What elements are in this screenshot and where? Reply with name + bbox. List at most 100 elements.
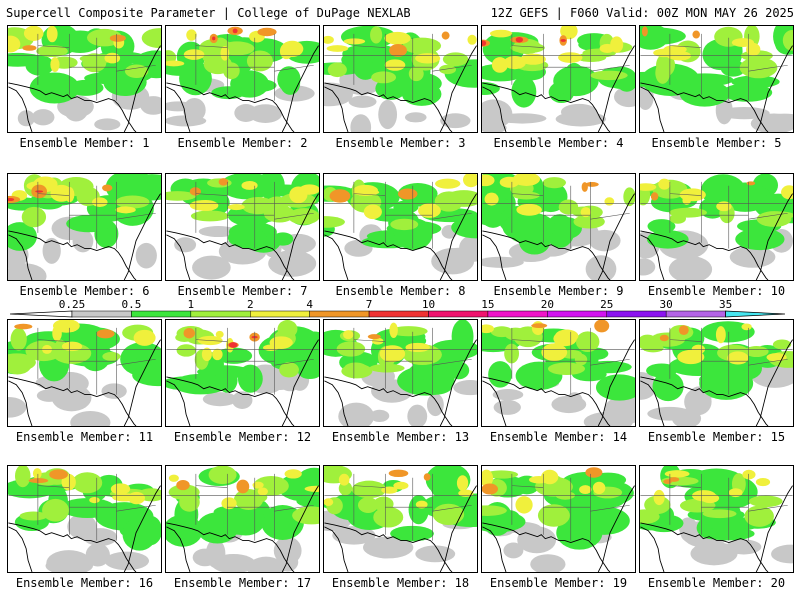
scp-contour-high [766,352,787,362]
scp-contour-low [415,545,456,563]
scp-contour-high [658,178,671,190]
scp-contour [279,362,299,378]
scp-contour-high [252,481,264,489]
ensemble-member-label: Ensemble Member: 8 [335,284,466,298]
state-borders [324,33,477,101]
scp-contour-low [140,96,161,115]
scp-contour [370,26,383,44]
scp-contour-high [716,201,732,212]
ensemble-map [323,465,478,573]
ensemble-map [165,25,320,133]
ensemble-map [7,465,162,573]
scp-contour-high [604,197,615,206]
coastline [8,339,161,426]
scp-contour-low [166,101,194,112]
scp-contour-high [741,323,752,331]
scp-contour-high [653,489,665,506]
scp-contour [115,195,150,209]
scp-contour-high [110,483,131,495]
scp-contour [277,66,301,93]
state-borders [324,327,477,395]
ensemble-map [639,173,794,281]
scp-contour [351,480,387,499]
scp-contour-low [324,512,335,528]
scp-contour-low [338,402,375,426]
scp-contour-high [435,178,461,189]
scp-contour-low [42,237,61,264]
scp-contour-high [458,489,474,497]
scp-contour [287,208,319,225]
scp-contour [669,213,686,224]
scp-contour-high [324,35,334,44]
scp-contour [215,347,253,364]
ensemble-panel: Ensemble Member: 9 [481,173,636,303]
coastline [166,45,319,132]
scp-contour [277,320,298,339]
scp-contour-high [415,500,428,509]
scp-contour-high [32,468,42,479]
scp-contour-low [498,113,547,124]
scp-contour-high [405,342,430,353]
scp-contour-high [133,329,156,346]
ensemble-member-label: Ensemble Member: 12 [173,430,312,444]
scp-contour-high [441,31,450,40]
coastline [482,45,635,132]
state-borders [166,327,319,395]
scp-contour-high [183,49,205,60]
scp-contour-high [682,195,692,205]
ensemble-panel: Ensemble Member: 19 [481,465,636,595]
scp-contour [357,497,379,513]
coastline [482,485,635,572]
scp-contour-high [531,321,545,336]
map-title: Supercell Composite Parameter | College … [6,6,411,20]
scp-contour-low [453,380,477,396]
ensemble-panel: Ensemble Member: 5 [639,25,794,155]
scp-contour [442,52,469,67]
scp-contour [623,187,635,207]
ensemble-member-label: Ensemble Member: 18 [331,576,470,590]
scp-contour [296,494,319,508]
scp-contour-low [350,114,372,132]
scp-contour [685,82,714,98]
ensemble-map [7,319,162,427]
legend-swatch [190,310,251,318]
scp-contour-low [684,388,712,416]
scp-contour [246,50,273,72]
scp-contour [739,57,778,79]
ensemble-map [165,465,320,573]
ensemble-map [481,319,636,427]
scp-contour [699,366,754,400]
scp-contour-high [227,203,245,211]
scp-contour [102,351,121,361]
scp-contour-high [186,29,197,41]
scp-contour-high [326,45,349,52]
scp-contour-max [560,38,566,42]
scp-contour-high [49,469,68,480]
ensemble-member-label: Ensemble Member: 4 [493,136,624,150]
scp-contour [263,205,296,223]
scp-contour-high [742,469,756,480]
scp-contour-high [456,475,469,491]
scp-contour [166,191,197,201]
scp-contour-low [373,545,398,559]
scp-contour-high [692,30,700,39]
legend-tick-label: 15 [481,298,495,311]
scp-contour [482,505,507,516]
scp-contour-high [23,26,44,42]
legend-swatch [487,310,548,318]
scp-contour [19,511,48,521]
ensemble-member-label: Ensemble Member: 7 [177,284,308,298]
scp-contour-max [8,197,15,202]
scp-contour-low [8,396,27,418]
scp-contour [25,55,54,76]
coastline [640,339,793,426]
coastline [640,45,793,132]
scp-contour-high [594,320,610,333]
scp-contour-low [640,258,656,276]
scp-contour [292,506,319,525]
legend-tick-label: 1 [187,298,195,311]
ensemble-panel: Ensemble Member: 16 [7,465,162,595]
scp-contour [168,484,200,500]
scp-contour-high [555,329,579,343]
scp-contour [172,373,229,395]
